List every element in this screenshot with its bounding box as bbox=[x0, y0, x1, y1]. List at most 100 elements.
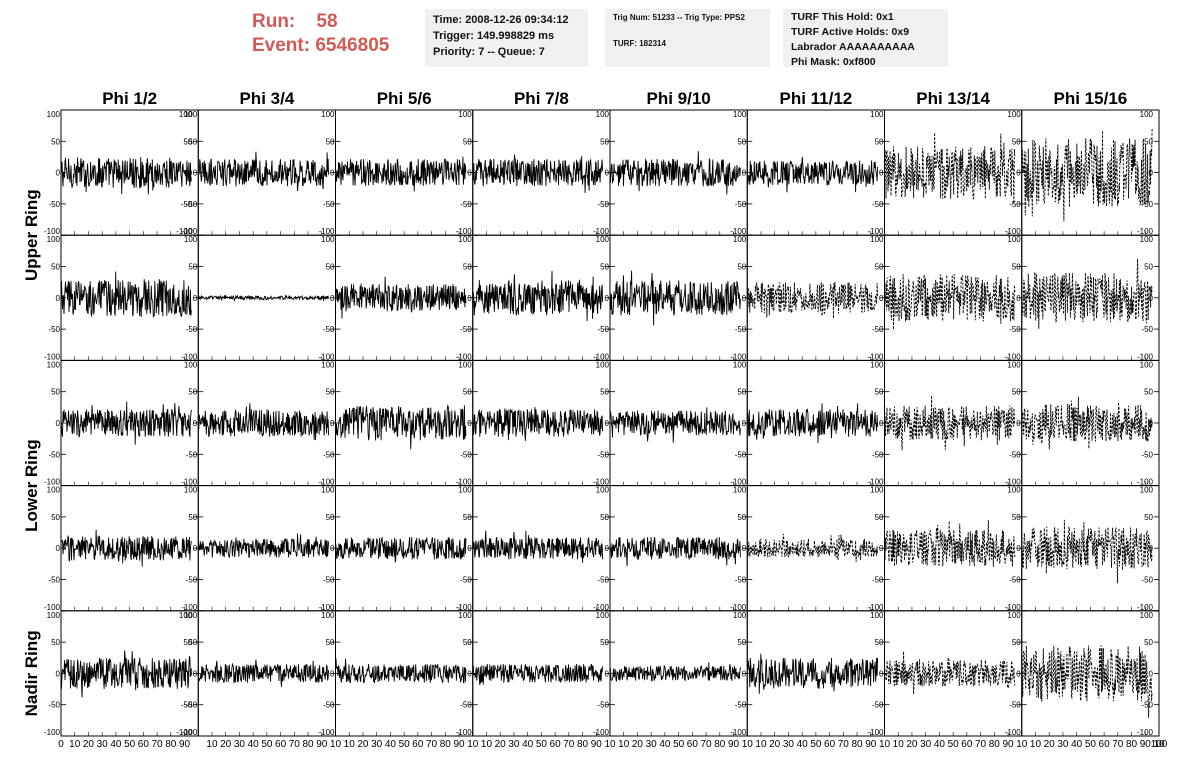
y-tick-label: 100 bbox=[1007, 611, 1021, 620]
y-tick-label: -100 bbox=[44, 227, 61, 236]
y-tick-label-right: -50 bbox=[1141, 325, 1153, 334]
y-tick-label: 50 bbox=[737, 137, 746, 146]
time-info-box: Time: 2008-12-26 09:34:12 Trigger: 149.9… bbox=[425, 9, 588, 67]
y-tick-label: 0 bbox=[330, 669, 335, 678]
y-tick-label: 100 bbox=[184, 110, 198, 119]
y-tick-label-right: -50 bbox=[1141, 450, 1153, 459]
x-tick-label: 10 bbox=[481, 739, 493, 750]
x-tick-label: 20 bbox=[1044, 739, 1056, 750]
y-tick-label-right: 50 bbox=[1144, 513, 1153, 522]
y-tick-label: -50 bbox=[186, 701, 198, 710]
y-tick-label: 100 bbox=[870, 235, 884, 244]
x-tick-label: 50 bbox=[124, 739, 136, 750]
y-tick-label-right: 100 bbox=[179, 110, 193, 119]
y-tick-label: -100 bbox=[318, 728, 335, 737]
y-tick-label: 0 bbox=[330, 294, 335, 303]
y-tick-label: -100 bbox=[730, 478, 747, 487]
x-tick-label: 80 bbox=[989, 739, 1001, 750]
waveform-r2-c1 bbox=[60, 271, 192, 318]
y-tick-label: -100 bbox=[1005, 728, 1022, 737]
y-tick-label: 0 bbox=[1016, 169, 1021, 178]
x-tick-label: 90 bbox=[1002, 739, 1014, 750]
y-tick-label: -100 bbox=[318, 227, 335, 236]
waveform-r5-c7 bbox=[884, 651, 1016, 695]
y-tick-label: 0 bbox=[742, 669, 747, 678]
y-tick-label: -100 bbox=[318, 478, 335, 487]
y-tick-label: 0 bbox=[56, 419, 61, 428]
y-tick-label: -50 bbox=[597, 701, 609, 710]
waveform-r2-c2 bbox=[197, 294, 330, 302]
row-group-label-3: Nadir Ring bbox=[22, 630, 41, 716]
y-tick-label: -50 bbox=[48, 701, 60, 710]
x-tick-label: 40 bbox=[522, 739, 534, 750]
y-tick-label-right: 50 bbox=[183, 137, 192, 146]
y-tick-label: 50 bbox=[875, 638, 884, 647]
y-tick-label: -50 bbox=[186, 450, 198, 459]
y-tick-label: 100 bbox=[47, 110, 61, 119]
y-tick-label-right: 0 bbox=[1149, 294, 1154, 303]
y-tick-label: 100 bbox=[733, 486, 747, 495]
y-tick-label: 50 bbox=[463, 388, 472, 397]
y-tick-label: 0 bbox=[193, 419, 198, 428]
y-tick-label: 50 bbox=[600, 263, 609, 272]
y-tick-label: -50 bbox=[597, 200, 609, 209]
y-tick-label: 50 bbox=[1012, 137, 1021, 146]
waveform-r5-c4 bbox=[472, 663, 604, 686]
y-tick-label: 0 bbox=[742, 294, 747, 303]
y-tick-label: 0 bbox=[879, 169, 884, 178]
x-tick-label: 40 bbox=[110, 739, 122, 750]
y-tick-label: 50 bbox=[737, 388, 746, 397]
y-tick-label: 100 bbox=[184, 235, 198, 244]
y-tick-label: -50 bbox=[48, 576, 60, 585]
y-tick-label: 0 bbox=[879, 544, 884, 553]
y-tick-label: -50 bbox=[872, 576, 884, 585]
x-tick-label: 50 bbox=[399, 739, 411, 750]
y-tick-label: -50 bbox=[323, 325, 335, 334]
y-tick-label: 0 bbox=[56, 294, 61, 303]
waveform-r5-c1 bbox=[60, 650, 192, 698]
y-tick-label-right: 100 bbox=[1140, 110, 1154, 119]
x-tick-label: 90 bbox=[865, 739, 877, 750]
trig-num-text: Trig Num: 51233 -- Trig Type: PPS2 bbox=[613, 13, 745, 22]
y-tick-label-right: -50 bbox=[1141, 701, 1153, 710]
x-tick-label: 10 bbox=[330, 739, 342, 750]
y-tick-label: 0 bbox=[1016, 419, 1021, 428]
y-tick-label: -50 bbox=[323, 450, 335, 459]
event-label: Event: bbox=[252, 35, 311, 56]
x-tick-label: 90 bbox=[316, 739, 328, 750]
y-tick-label: 100 bbox=[1007, 486, 1021, 495]
y-tick-label: 0 bbox=[193, 169, 198, 178]
y-tick-label: -100 bbox=[593, 478, 610, 487]
x-tick-label: 30 bbox=[783, 739, 795, 750]
y-tick-label: -100 bbox=[730, 603, 747, 612]
y-tick-label: 50 bbox=[1012, 388, 1021, 397]
waveform-r3-c1 bbox=[60, 401, 192, 445]
waveform-r1-c5 bbox=[609, 151, 741, 195]
y-tick-label-right: 100 bbox=[1140, 360, 1154, 369]
y-tick-label: 0 bbox=[467, 544, 472, 553]
x-tick-label: 60 bbox=[824, 739, 836, 750]
y-tick-label: -50 bbox=[872, 701, 884, 710]
y-tick-label: 0 bbox=[605, 419, 610, 428]
x-tick-label: 20 bbox=[632, 739, 644, 750]
y-tick-label: 50 bbox=[188, 638, 197, 647]
y-tick-label: 100 bbox=[458, 110, 472, 119]
y-tick-label: -50 bbox=[597, 450, 609, 459]
x-tick-label: 10 bbox=[69, 739, 81, 750]
waveform-r2-c6 bbox=[746, 281, 879, 319]
y-tick-label: 50 bbox=[600, 388, 609, 397]
y-tick-label: 0 bbox=[467, 294, 472, 303]
y-tick-label-right: 50 bbox=[1144, 388, 1153, 397]
x-tick-label: 10 bbox=[1016, 739, 1028, 750]
y-tick-label: 100 bbox=[596, 235, 610, 244]
y-tick-label: 100 bbox=[870, 611, 884, 620]
y-tick-label: 100 bbox=[321, 110, 335, 119]
x-tick-label: 10 bbox=[1153, 739, 1165, 750]
time-text: Time: 2008-12-26 09:34:12 bbox=[433, 14, 569, 26]
y-tick-label: -100 bbox=[593, 352, 610, 361]
x-tick-label: 10 bbox=[206, 739, 218, 750]
y-tick-label: 100 bbox=[47, 360, 61, 369]
x-tick-label: 20 bbox=[220, 739, 232, 750]
x-tick-label: 70 bbox=[563, 739, 575, 750]
